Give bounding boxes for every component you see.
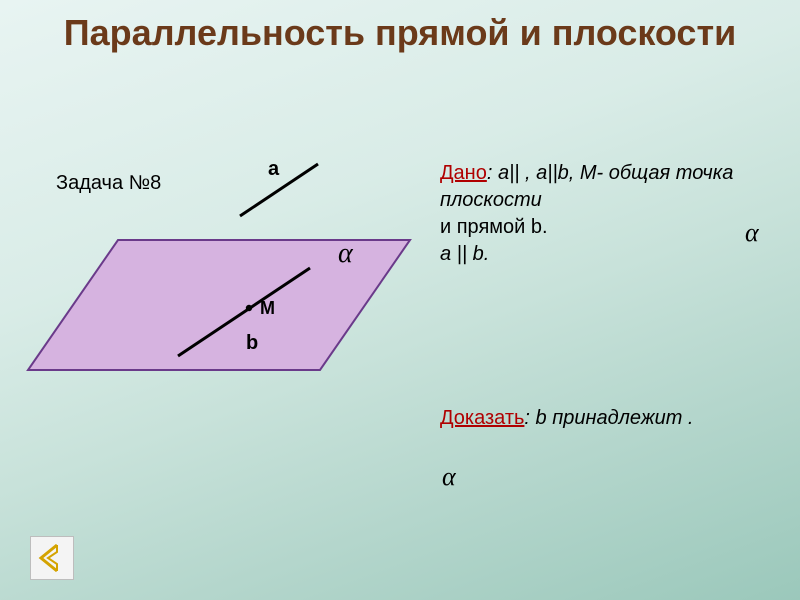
prove-block: Доказать: b принадлежит . (440, 405, 760, 432)
label-plane-alpha: α (338, 238, 353, 270)
given-block: Дано: a|| , a||b, M- общая точка плоскос… (440, 160, 780, 268)
prove-header: Доказать (440, 407, 524, 429)
given-text-1: : a|| (487, 162, 525, 184)
slide-title: Параллельность прямой и плоскости (0, 12, 800, 53)
given-header: Дано (440, 162, 487, 184)
alpha-symbol-given: α (745, 218, 759, 248)
alpha-symbol-prove: α (442, 462, 456, 492)
point-m (246, 305, 252, 311)
label-point-m: М (260, 298, 275, 319)
given-text-3: и прямой b. (440, 216, 548, 238)
label-line-a: а (268, 158, 279, 181)
prove-text: : b принадлежит . (524, 407, 693, 429)
slide: Параллельность прямой и плоскости Задача… (0, 0, 800, 600)
nav-back-button[interactable] (30, 536, 74, 580)
given-text-4: a || b. (440, 243, 489, 265)
label-line-b: b (246, 332, 258, 355)
geometry-diagram (10, 150, 430, 410)
back-arrow-icon (35, 541, 69, 575)
